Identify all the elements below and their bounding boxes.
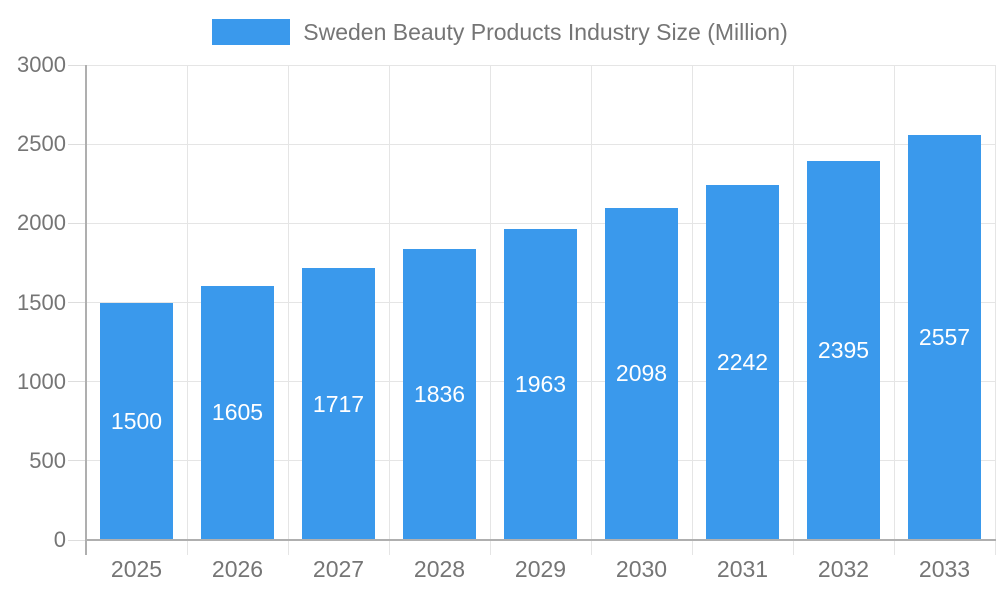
plot-area: 1500 1605 1717 1836 1963 2098 2242 2395 2557 <box>86 64 996 555</box>
y-tick-label: 1500 <box>17 289 66 315</box>
gridline-vertical <box>388 65 390 555</box>
x-tick-label-2033: 2033 <box>918 556 971 582</box>
gridline-vertical <box>489 65 491 555</box>
x-tick-label-2025: 2025 <box>110 556 163 582</box>
bar-2027[interactable]: 1717 <box>302 268 375 540</box>
bar-2029[interactable]: 1963 <box>504 229 577 540</box>
bar-value-label: 2395 <box>817 336 870 363</box>
bar-2033[interactable]: 2557 <box>908 135 981 540</box>
x-tick-label-2031: 2031 <box>716 556 769 582</box>
bar-value-label: 1836 <box>413 381 466 408</box>
y-tick-label: 0 <box>53 527 66 552</box>
gridline-vertical <box>994 65 996 555</box>
bar-value-label: 1963 <box>514 371 567 398</box>
y-tick-mark <box>68 143 86 145</box>
gridline-vertical <box>691 65 693 555</box>
y-axis-line <box>85 65 87 555</box>
gridline-vertical <box>590 65 592 555</box>
bar-value-label: 1605 <box>211 399 264 426</box>
bar-2028[interactable]: 1836 <box>403 249 476 540</box>
y-tick-label: 500 <box>29 447 66 473</box>
y-tick-mark <box>68 64 86 66</box>
x-tick-label-2032: 2032 <box>817 556 870 582</box>
x-tick-label-2027: 2027 <box>312 556 365 582</box>
y-tick-mark <box>68 222 86 224</box>
bar-value-label: 1717 <box>312 390 365 417</box>
y-tick-label: 2000 <box>17 210 66 236</box>
legend-swatch <box>212 19 291 45</box>
bar-2032[interactable]: 2395 <box>807 160 880 540</box>
x-tick-label-2026: 2026 <box>211 556 264 582</box>
y-tick-label: 2500 <box>17 131 66 157</box>
y-tick-mark <box>68 381 86 383</box>
x-tick-label-2028: 2028 <box>413 556 466 582</box>
x-tick-label-2030: 2030 <box>615 556 668 582</box>
legend-label: Sweden Beauty Products Industry Size (Mi… <box>303 18 788 45</box>
y-tick-mark <box>68 460 86 462</box>
bar-value-label: 2098 <box>615 360 668 387</box>
y-tick-label: 1000 <box>17 368 66 394</box>
gridline-vertical <box>287 65 289 555</box>
gridline-horizontal <box>86 143 995 145</box>
x-axis-line <box>85 539 996 541</box>
gridline-horizontal <box>86 222 995 224</box>
gridline-vertical <box>792 65 794 555</box>
bar-2026[interactable]: 1605 <box>201 285 274 540</box>
y-tick-mark <box>68 302 86 303</box>
gridline-vertical <box>893 65 895 555</box>
bar-value-label: 2557 <box>918 324 971 351</box>
gridline-horizontal <box>86 64 995 66</box>
y-tick-label: 3000 <box>17 52 66 77</box>
chart-legend[interactable]: Sweden Beauty Products Industry Size (Mi… <box>0 18 1000 46</box>
y-tick-mark <box>68 539 86 541</box>
x-tick-label-2029: 2029 <box>514 556 567 582</box>
bar-2030[interactable]: 2098 <box>605 207 678 540</box>
bar-value-label: 1500 <box>110 407 163 434</box>
bar-2031[interactable]: 2242 <box>706 185 779 540</box>
gridline-vertical <box>186 65 188 555</box>
bar-value-label: 2242 <box>716 349 769 376</box>
bar-2025[interactable]: 1500 <box>100 302 173 540</box>
